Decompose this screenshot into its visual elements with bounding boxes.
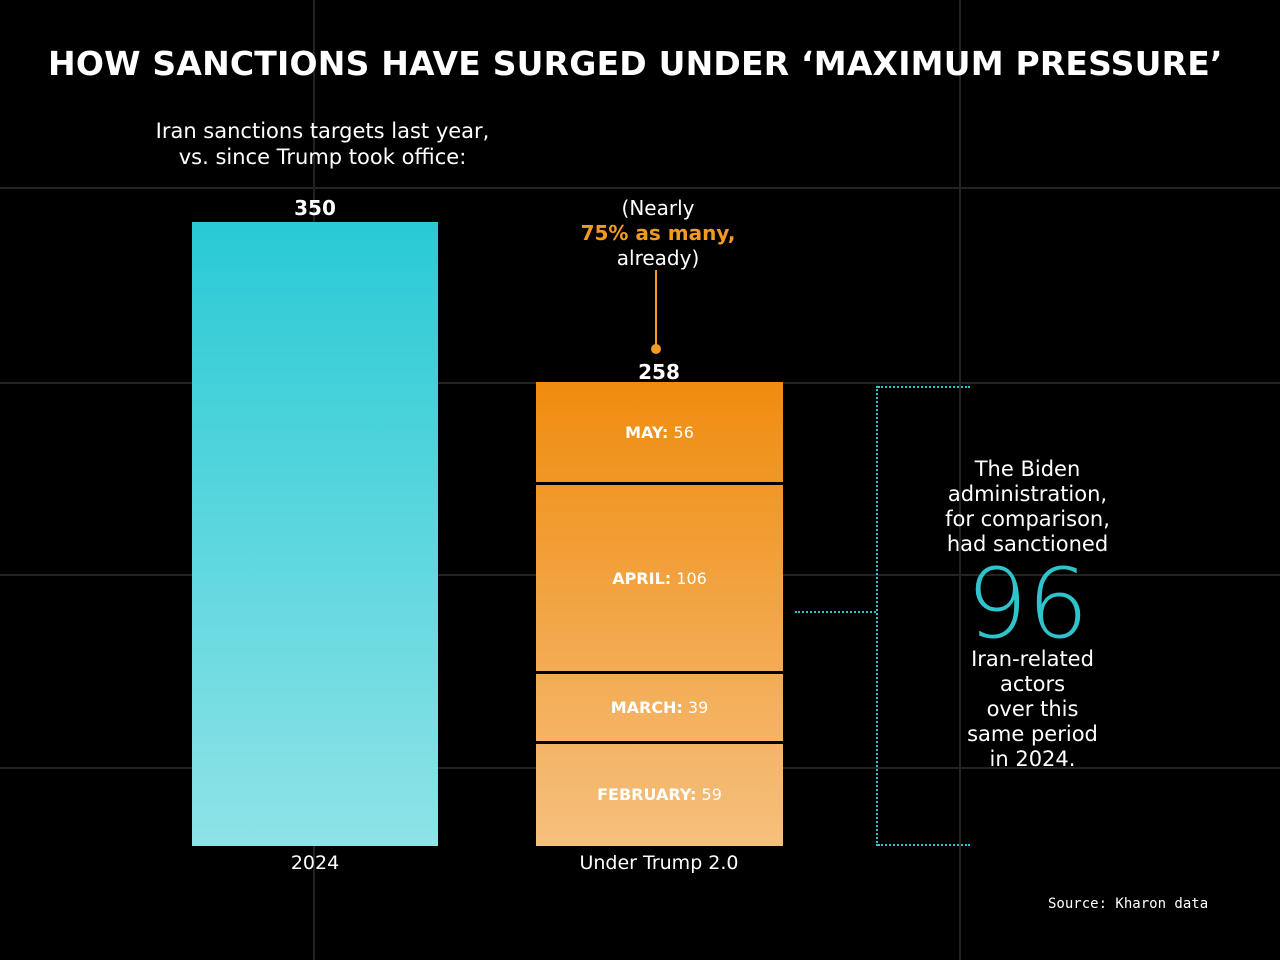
bar-segment-may: MAY: 56 bbox=[536, 382, 783, 483]
side-note-line: over this bbox=[986, 697, 1079, 721]
side-note-top: The Biden administration, for comparison… bbox=[930, 457, 1125, 557]
annotation-stem bbox=[655, 270, 657, 346]
grid-line bbox=[0, 187, 1280, 189]
source-note: Source: Kharon data bbox=[1048, 896, 1209, 912]
subtitle-line: Iran sanctions targets last year, bbox=[155, 119, 490, 143]
chart-title: HOW SANCTIONS HAVE SURGED UNDER ‘MAXIMUM… bbox=[48, 44, 1223, 83]
bracket-top bbox=[878, 386, 970, 388]
side-note-line: in 2024. bbox=[989, 747, 1076, 771]
side-note-number: 96 bbox=[966, 548, 1089, 660]
bracket-vertical bbox=[876, 386, 878, 846]
side-note-line: for comparison, bbox=[945, 507, 1110, 531]
bar-trump-total-label: 258 bbox=[638, 360, 680, 384]
bar-2024 bbox=[192, 222, 438, 846]
annotation-line: (Nearly bbox=[621, 196, 695, 220]
segment-month-label: MAY: bbox=[625, 422, 669, 442]
annotation-line: already) bbox=[616, 246, 700, 270]
subtitle-line: vs. since Trump took office: bbox=[178, 145, 467, 169]
segment-value-label: 56 bbox=[668, 422, 694, 442]
x-tick-label-2024: 2024 bbox=[290, 852, 340, 874]
bar-segment-march: MARCH: 39 bbox=[536, 674, 783, 741]
side-note-bottom: Iran-related actors over this same perio… bbox=[935, 647, 1130, 772]
side-note-line: had sanctioned bbox=[946, 532, 1109, 556]
x-tick-label-trump: Under Trump 2.0 bbox=[579, 852, 739, 874]
segment-value-label: 59 bbox=[696, 785, 722, 805]
grid-line bbox=[959, 0, 961, 960]
side-note-line: actors bbox=[999, 672, 1066, 696]
segment-month-label: MARCH: bbox=[610, 698, 683, 718]
annotation-dot bbox=[651, 344, 661, 354]
bar-2024-total-label: 350 bbox=[294, 196, 336, 220]
bracket-bottom bbox=[878, 844, 970, 846]
side-note-line: same period bbox=[967, 722, 1098, 746]
annotation-highlight: 75% as many, bbox=[580, 221, 736, 245]
segment-month-label: APRIL: bbox=[612, 568, 672, 588]
bracket-connector bbox=[795, 611, 876, 613]
bar-segment-april: APRIL: 106 bbox=[536, 485, 783, 672]
side-note-line: administration, bbox=[947, 482, 1108, 506]
side-note-line: The Biden bbox=[974, 457, 1081, 481]
chart-subtitle: Iran sanctions targets last year, vs. si… bbox=[140, 118, 505, 170]
segment-value-label: 39 bbox=[682, 698, 709, 718]
segment-value-label: 106 bbox=[671, 568, 707, 588]
bar-segment-february: FEBRUARY: 59 bbox=[536, 743, 783, 846]
segment-month-label: FEBRUARY: bbox=[597, 785, 697, 805]
comparison-annotation: (Nearly 75% as many, already) bbox=[560, 196, 756, 271]
side-note-line: Iran-related bbox=[971, 647, 1094, 671]
